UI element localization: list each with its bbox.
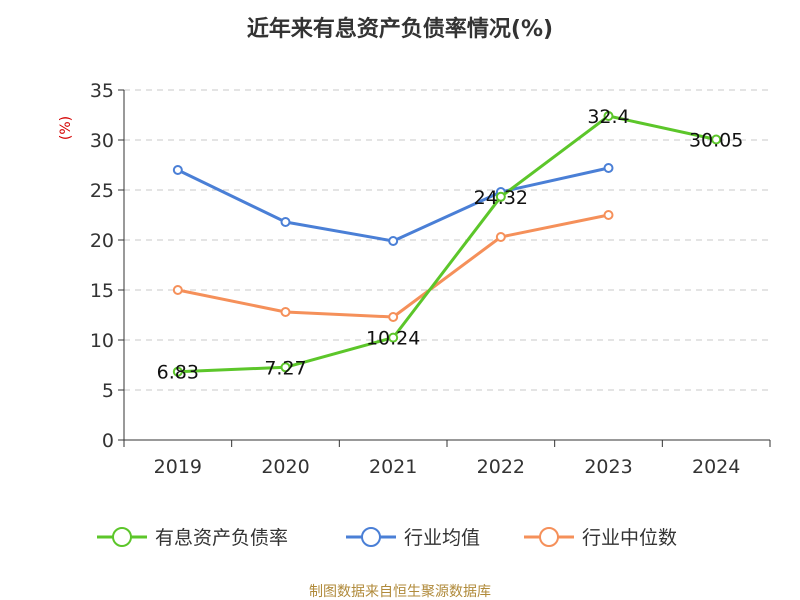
grid-lines [124, 89, 770, 391]
legend-marker-1 [361, 527, 381, 547]
y-tick-label: 0 [102, 430, 114, 452]
data-point-2-2021[interactable] [388, 312, 399, 322]
y-tick-label: 15 [90, 280, 114, 302]
legend-label-2: 行业中位数 [582, 527, 677, 549]
data-point-1-2020[interactable] [280, 217, 291, 227]
y-tick-label: 20 [90, 230, 114, 252]
data-point-1-2019[interactable] [172, 165, 183, 175]
data-point-0-2020[interactable] [280, 362, 291, 373]
data-point-0-2023[interactable] [603, 111, 614, 121]
y-tick-label: 30 [90, 130, 114, 152]
x-tick-label-2020: 2020 [261, 456, 309, 478]
data-label-2024: 30.05 [689, 130, 743, 152]
data-point-0-2021[interactable] [388, 332, 399, 343]
y-tick-label: 5 [102, 380, 114, 402]
data-label-2019: 6.83 [157, 362, 199, 384]
y-tick-label: 35 [90, 80, 114, 102]
data-label-2021: 10.24 [366, 328, 420, 350]
data-point-2-2020[interactable] [280, 307, 291, 317]
x-tick-label-2019: 2019 [154, 456, 202, 478]
legend-marker-0 [112, 527, 132, 547]
y-axis-label: (%) [58, 116, 74, 140]
data-label-2020: 7.27 [264, 357, 306, 379]
axes: 0 5 10 15 20 25 30 35 2019 2020 2021 2022 2023 2024 [90, 80, 771, 478]
data-point-1-2023[interactable] [603, 163, 614, 173]
legend-label-0: 有息资产负债率 [155, 527, 288, 549]
data-point-2-2019[interactable] [172, 285, 183, 295]
data-label-2022: 24.32 [474, 187, 528, 209]
data-point-0-2024[interactable] [711, 134, 722, 145]
legend-item-0[interactable]: 有息资产负债率 [97, 527, 288, 549]
data-point-2-2022[interactable] [495, 232, 506, 242]
series-line-1 [177, 166, 609, 243]
x-tick-label-2023: 2023 [584, 456, 632, 478]
data-point-0-2022[interactable] [495, 191, 506, 202]
x-tick-label-2024: 2024 [692, 456, 740, 478]
x-tick-label-2022: 2022 [477, 456, 525, 478]
legend-marker-2 [539, 527, 559, 547]
data-point-1-2021[interactable] [388, 236, 399, 246]
series-group [172, 111, 722, 377]
legend-label-1: 行业均值 [404, 527, 480, 549]
data-point-0-2019[interactable] [172, 366, 183, 377]
data-point-2-2023[interactable] [603, 210, 614, 220]
legend-item-1[interactable]: 行业均值 [346, 527, 480, 549]
x-tick-label-2021: 2021 [369, 456, 417, 478]
y-tick-label: 25 [90, 180, 114, 202]
legend[interactable]: 有息资产负债率 行业均值 行业中位数 [97, 527, 677, 549]
data-label-2023: 32.4 [587, 106, 629, 128]
source-note: 制图数据来自恒生聚源数据库 [309, 584, 491, 600]
legend-item-2[interactable]: 行业中位数 [524, 527, 677, 549]
chart-title: 近年来有息资产负债率情况(%) [247, 16, 553, 42]
y-tick-label: 10 [90, 330, 114, 352]
series-line-0 [177, 114, 717, 374]
data-labels: 6.83 7.27 10.24 24.32 32.4 30.05 [157, 106, 744, 384]
series-line-2 [177, 213, 609, 319]
